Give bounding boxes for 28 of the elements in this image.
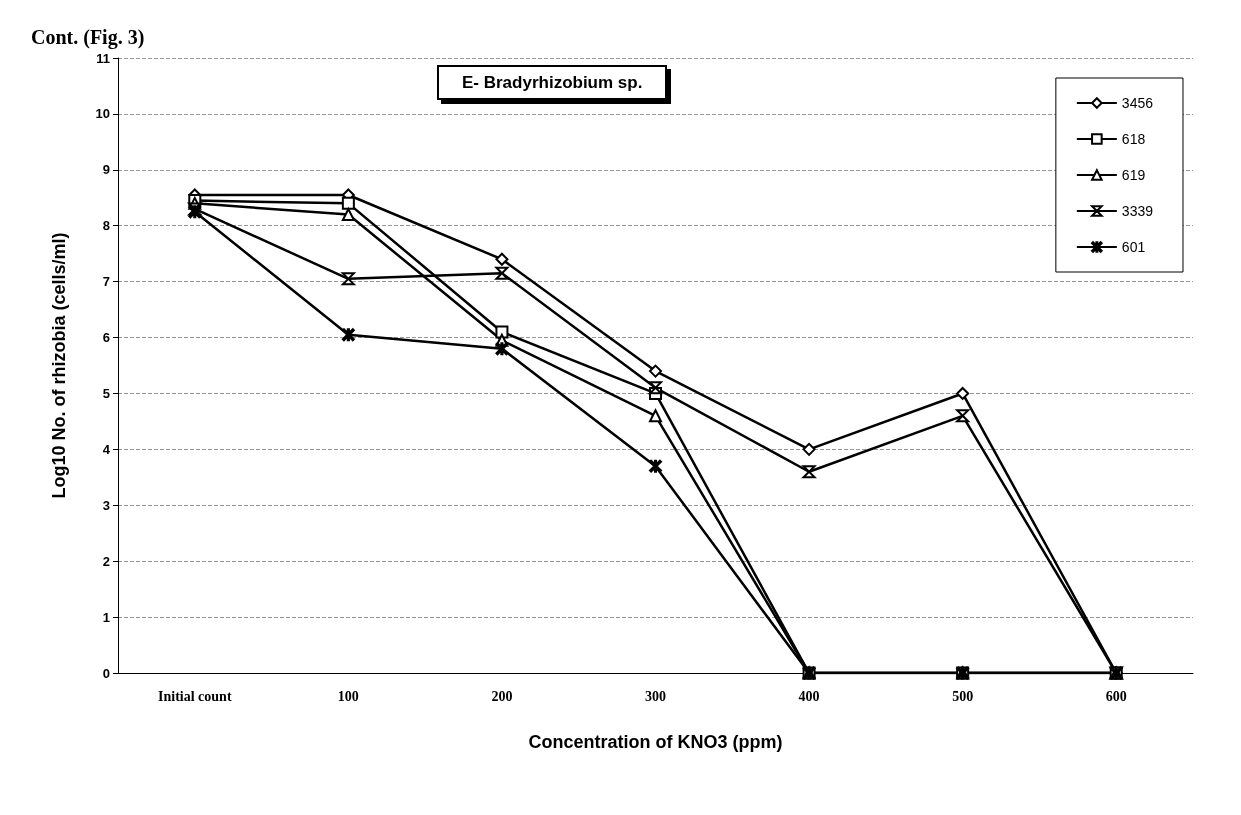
y-axis-title: Log10 No. of rhizobia (cells/ml) [49, 232, 69, 499]
y-tick-label: 11 [96, 50, 110, 66]
x-tick-label: 600 [1105, 688, 1127, 704]
y-tick-label: 5 [102, 385, 110, 401]
y-tick-label: 9 [102, 162, 110, 178]
legend-label: 619 [1121, 167, 1146, 183]
x-tick-label: Initial count [158, 688, 232, 704]
legend-label: 3456 [1121, 95, 1154, 111]
legend-label: 3339 [1121, 203, 1154, 219]
y-tick-label: 10 [95, 106, 110, 122]
legend-label: 601 [1121, 239, 1146, 255]
x-tick-label: 100 [337, 688, 359, 704]
text: E- Bradyrhizobium sp. [462, 73, 643, 92]
x-tick-label: 400 [798, 688, 820, 704]
legend-label: 618 [1121, 131, 1146, 147]
text: Cont. (Fig. 3) [31, 26, 145, 49]
x-tick-label: 200 [491, 688, 513, 704]
y-tick-label: 4 [102, 441, 111, 457]
y-tick-label: 7 [102, 274, 110, 290]
y-tick-label: 6 [102, 330, 110, 346]
y-tick-label: 1 [102, 609, 110, 625]
y-tick-label: 0 [102, 665, 110, 681]
x-tick-label: 300 [645, 688, 666, 704]
y-tick-label: 8 [102, 218, 110, 234]
y-tick-label: 3 [102, 497, 110, 513]
y-tick-label: 2 [102, 553, 110, 569]
x-tick-label: 500 [952, 688, 974, 704]
x-axis-title: Concentration of KNO3 (ppm) [528, 732, 783, 752]
